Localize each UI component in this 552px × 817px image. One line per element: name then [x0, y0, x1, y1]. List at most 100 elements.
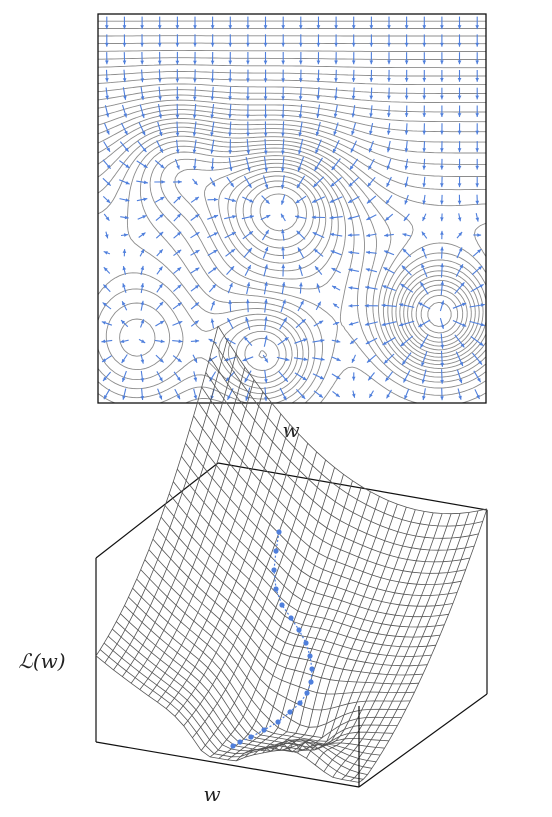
path-point — [275, 719, 281, 725]
contour-line — [98, 104, 486, 347]
gradient-arrow — [404, 176, 409, 188]
gradient-arrow — [387, 34, 391, 47]
gradient-arrow — [455, 351, 464, 367]
gradient-arrow — [440, 70, 444, 82]
gradient-arrow — [382, 285, 396, 292]
gradient-arrow — [351, 390, 356, 398]
gradient-arrow — [139, 319, 145, 328]
gradient-arrow — [207, 249, 218, 256]
gradient-arrow — [386, 123, 391, 135]
gradient-arrow — [263, 104, 268, 119]
gradient-arrow — [369, 52, 374, 65]
gradient-arrow — [157, 34, 162, 47]
gradient-arrow — [457, 176, 462, 188]
gradient-arrow — [365, 285, 378, 290]
gradient-arrow — [173, 231, 182, 239]
path-point — [308, 679, 314, 685]
gradient-arrow — [193, 16, 197, 30]
gradient-arrow — [281, 156, 285, 173]
gradient-arrow — [369, 34, 374, 47]
mesh-line — [288, 509, 416, 751]
gradient-arrow — [278, 370, 289, 383]
contour-line — [98, 64, 486, 69]
gradient-arrow — [155, 320, 165, 327]
gradient-arrow — [404, 123, 409, 135]
gradient-arrow — [228, 139, 232, 154]
gradient-arrow — [297, 156, 305, 172]
gradient-arrow — [384, 213, 394, 222]
contour-line — [160, 155, 486, 403]
gradient-arrow — [122, 34, 127, 47]
gradient-arrow — [246, 299, 250, 313]
gradient-arrow — [315, 121, 321, 137]
gradient-arrow — [101, 339, 113, 344]
gradient-arrow — [190, 301, 200, 310]
gradient-arrow — [122, 265, 127, 275]
gradient-arrow — [402, 233, 412, 237]
gradient-arrow — [192, 178, 198, 186]
gradient-arrow — [138, 122, 146, 136]
gradient-arrow — [422, 388, 426, 401]
gradient-arrow — [440, 176, 444, 188]
gradient-arrow — [140, 86, 145, 101]
gradient-arrow — [387, 52, 391, 65]
gradient-arrow — [349, 158, 359, 171]
gradient-arrow — [246, 138, 251, 155]
gradient-arrow — [457, 105, 462, 118]
gradient-arrow — [245, 316, 251, 330]
gradient-arrow — [457, 213, 462, 222]
contour-line — [204, 162, 339, 280]
gradient-arrow — [140, 353, 145, 364]
gradient-arrow — [193, 86, 197, 101]
gradient-arrow — [192, 103, 197, 119]
contour-line — [98, 42, 486, 45]
contour-line — [98, 126, 486, 384]
gradient-arrow — [469, 320, 485, 327]
gradient-arrow — [105, 87, 109, 100]
path-point — [261, 727, 267, 733]
gradient-arrow — [475, 16, 479, 30]
gradient-arrow — [383, 250, 395, 256]
contour-line — [98, 57, 486, 60]
gradient-arrow — [475, 70, 479, 82]
gradient-arrow — [281, 69, 285, 83]
gradient-arrow — [331, 373, 341, 380]
mesh-line — [183, 443, 309, 727]
gradient-arrow — [422, 34, 427, 47]
gradient-arrow — [329, 232, 343, 237]
gradient-arrow — [175, 86, 180, 101]
gradient-arrow — [210, 158, 215, 171]
gradient-arrow — [404, 52, 409, 65]
gradient-arrow — [313, 248, 324, 257]
gradient-arrow — [158, 69, 162, 83]
gradient-arrow — [281, 52, 285, 65]
gradient-arrow — [404, 105, 409, 118]
gradient-arrow — [263, 16, 268, 30]
gradient-arrow — [279, 387, 287, 401]
gradient-arrow — [140, 69, 145, 83]
gradient-arrow — [333, 104, 338, 118]
gradient-arrow — [381, 321, 397, 327]
contour-line — [98, 77, 486, 86]
gradient-arrow — [457, 70, 462, 82]
contour-line — [149, 151, 486, 403]
gradient-arrow — [366, 214, 377, 221]
gradient-arrow — [228, 34, 233, 47]
gradient-arrow — [369, 69, 374, 82]
gradient-arrow — [475, 105, 479, 117]
gradient-arrow — [210, 86, 215, 101]
gradient-arrow — [418, 319, 431, 328]
mesh-line — [112, 628, 377, 763]
gradient-arrow — [207, 214, 219, 220]
gradient-arrow — [281, 229, 285, 241]
gradient-arrow — [208, 338, 217, 344]
mesh-line — [323, 513, 452, 772]
gradient-arrow — [440, 280, 445, 296]
gradient-arrow — [348, 286, 359, 290]
gradient-arrow — [440, 141, 444, 153]
gradient-arrow — [331, 267, 341, 274]
gradient-arrow — [173, 284, 182, 292]
gradient-arrow — [209, 177, 216, 187]
gradient-arrow — [172, 302, 183, 310]
contour-line — [174, 158, 486, 403]
